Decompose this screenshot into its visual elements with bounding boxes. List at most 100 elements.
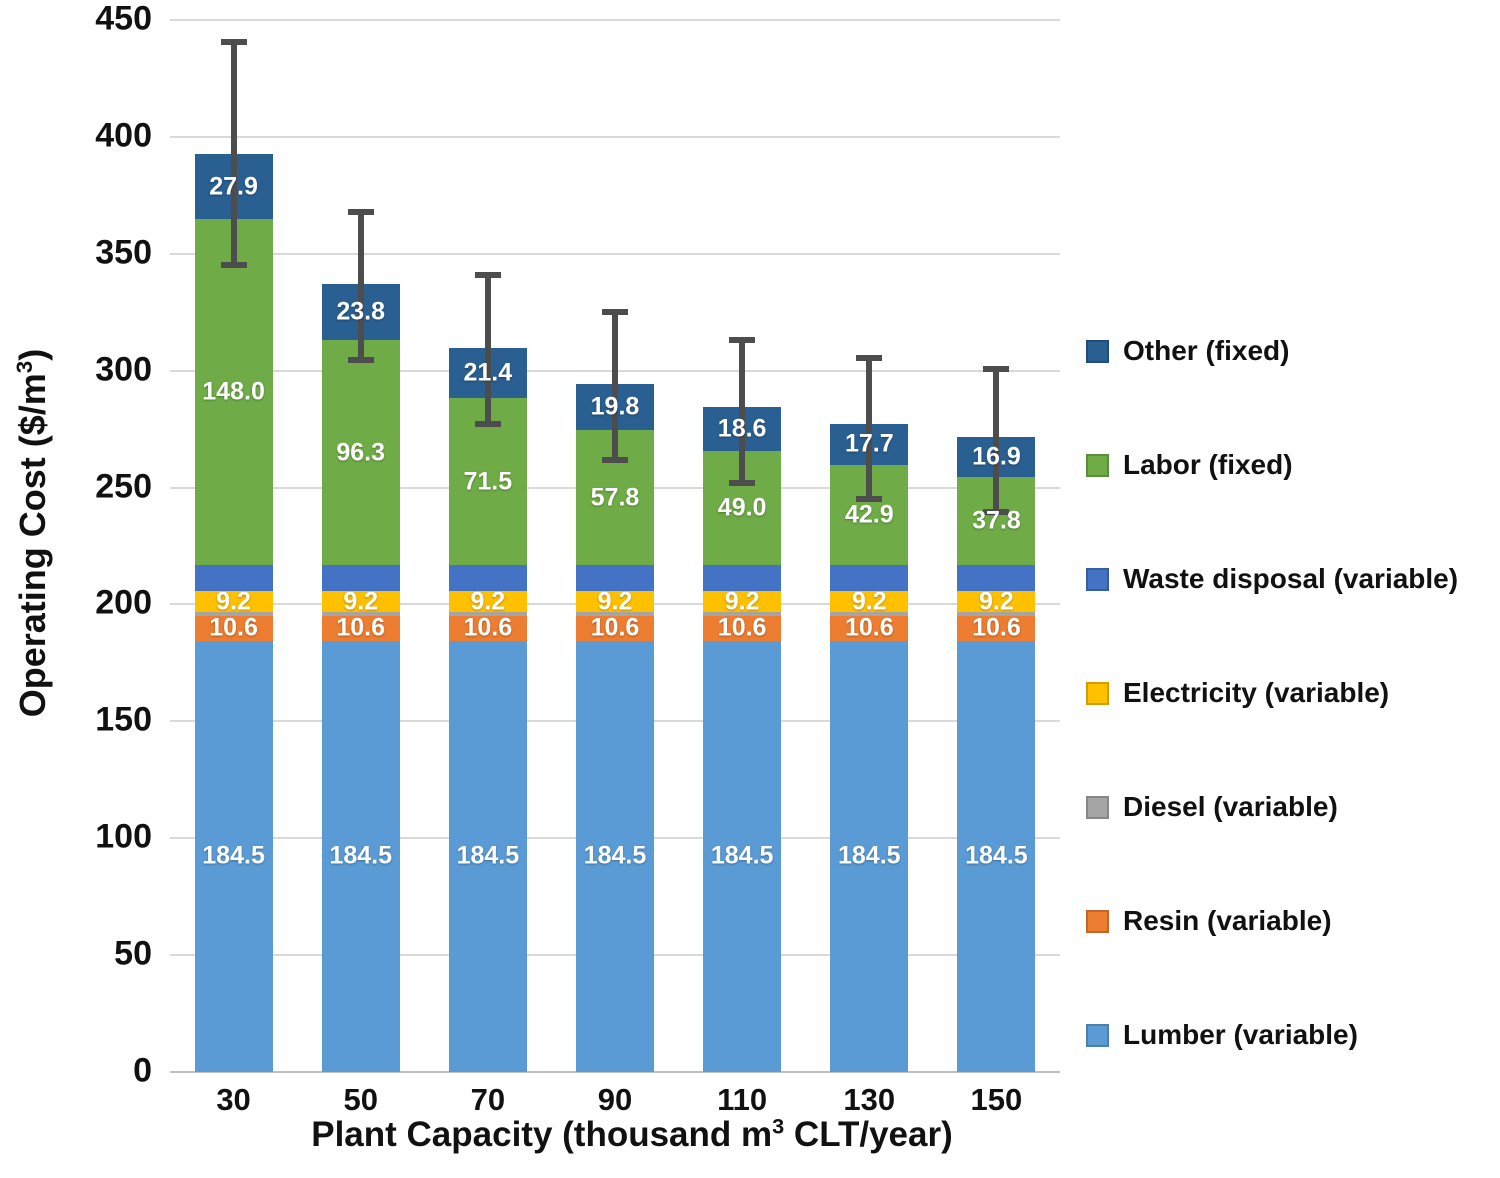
bar-segment-value-label: 10.6 — [717, 613, 767, 642]
y-tick-label: 150 — [95, 701, 152, 740]
bar-segment — [957, 565, 1036, 591]
bar-segment — [321, 565, 400, 591]
bar-segment — [830, 565, 909, 591]
bar-segment — [703, 612, 782, 616]
error-bar-line — [739, 340, 746, 483]
x-axis-title: Plant Capacity (thousand m3 CLT/year) — [311, 1115, 953, 1155]
legend-swatch-icon — [1086, 909, 1109, 933]
legend-label: Lumber (variable) — [1123, 1019, 1358, 1050]
bar-segment-value-label: 10.6 — [844, 613, 894, 642]
x-tick-label: 90 — [597, 1082, 633, 1117]
error-bar-cap-bottom — [474, 421, 501, 428]
y-tick-label: 300 — [95, 350, 152, 389]
legend-label: Waste disposal (variable) — [1123, 563, 1459, 594]
gridline — [170, 135, 1060, 138]
y-tick-label: 50 — [114, 934, 152, 973]
legend-swatch-icon — [1086, 339, 1109, 363]
legend-item: Diesel (variable) — [1086, 791, 1338, 823]
bar-segment-value-label: 27.9 — [209, 172, 258, 201]
bar-segment — [321, 340, 400, 566]
bar-segment-value-label: 9.2 — [343, 587, 379, 616]
bar-segment-value-label: 96.3 — [336, 438, 386, 467]
bar-segment — [957, 640, 1036, 1072]
bar-segment — [194, 565, 273, 591]
error-bar-line — [993, 369, 1000, 513]
bar-segment — [957, 612, 1036, 616]
error-bar-cap-bottom — [729, 479, 756, 486]
bar-segment — [830, 640, 909, 1072]
x-tick-label: 30 — [216, 1082, 251, 1117]
gridline — [170, 1071, 1060, 1073]
error-bar-cap-top — [220, 39, 247, 46]
bar-segment-value-label: 148.0 — [202, 377, 265, 406]
bar-segment — [194, 590, 273, 613]
bar-segment-value-label: 10.6 — [590, 613, 640, 642]
x-tick-label: 110 — [717, 1082, 768, 1117]
bar-segment-value-label: 18.6 — [717, 414, 767, 443]
error-bar-cap-bottom — [856, 496, 883, 503]
error-bar-line — [866, 357, 873, 500]
bar-segment-value-label: 9.2 — [470, 587, 506, 616]
bar-segment-value-label: 184.5 — [710, 841, 774, 870]
legend-swatch-icon — [1086, 681, 1109, 705]
y-tick-label: 100 — [95, 817, 152, 856]
bar-segment-value-label: 184.5 — [838, 841, 901, 870]
bar-segment — [703, 565, 782, 591]
bar-segment — [576, 640, 654, 1072]
error-bar-cap-bottom — [347, 357, 374, 364]
bar-segment — [576, 590, 654, 613]
bar-segment-value-label: 184.5 — [965, 841, 1028, 870]
error-bar-cap-bottom — [602, 456, 628, 463]
y-tick-label: 0 — [133, 1051, 152, 1090]
bar-segment — [321, 612, 400, 616]
bar-segment-value-label: 49.0 — [717, 493, 767, 522]
bar-segment-value-label: 10.6 — [336, 613, 386, 642]
error-bar-cap-top — [983, 366, 1010, 373]
x-tick-label: 130 — [843, 1082, 896, 1117]
x-axis-title-superscript: 3 — [772, 1113, 785, 1139]
legend-label: Resin (variable) — [1123, 905, 1332, 936]
bar-segment-value-label: 9.2 — [851, 587, 887, 616]
bar-segment — [321, 640, 400, 1072]
bar-segment — [830, 612, 909, 616]
bar-segment — [194, 640, 273, 1072]
bar-segment-value-label: 10.6 — [972, 613, 1021, 642]
legend-label: Labor (fixed) — [1123, 449, 1293, 480]
error-bar-line — [357, 211, 364, 361]
legend-item: Waste disposal (variable) — [1086, 563, 1458, 595]
error-bar-cap-top — [729, 337, 756, 344]
bar-segment-value-label: 9.2 — [979, 587, 1014, 616]
x-tick-label: 50 — [343, 1082, 378, 1117]
bar-segment — [448, 612, 527, 616]
legend-swatch-icon — [1086, 567, 1109, 591]
bar-segment — [321, 590, 400, 613]
legend-swatch-icon — [1086, 795, 1109, 819]
bar-segment-value-label: 23.8 — [336, 297, 386, 326]
x-axis-title-text: Plant Capacity (thousand m — [311, 1115, 773, 1154]
bar-segment-value-label: 9.2 — [216, 587, 251, 616]
legend-item: Labor (fixed) — [1086, 449, 1293, 481]
error-bar-cap-top — [474, 271, 501, 278]
legend-swatch-icon — [1086, 453, 1109, 477]
bar-segment — [703, 615, 782, 641]
bar-segment-value-label: 21.4 — [463, 358, 513, 387]
bar-segment-value-label: 184.5 — [583, 841, 647, 870]
bar-segment-value-label: 42.9 — [844, 500, 894, 529]
bar-segment — [448, 590, 527, 613]
bar-segment — [194, 615, 273, 641]
legend-item: Resin (variable) — [1086, 905, 1332, 937]
bar-segment — [576, 565, 654, 591]
legend-item: Other (fixed) — [1086, 335, 1289, 367]
bar-segment-value-label: 19.8 — [590, 392, 640, 421]
y-tick-label: 400 — [95, 116, 152, 155]
legend-swatch-icon — [1086, 1023, 1109, 1047]
bar-segment — [957, 615, 1036, 641]
bar-segment-value-label: 184.5 — [456, 841, 520, 870]
bar-segment-value-label: 16.9 — [972, 442, 1021, 471]
bar-segment — [448, 615, 527, 641]
error-bar-cap-top — [602, 309, 628, 316]
y-tick-label: 200 — [95, 584, 152, 623]
bar-segment — [957, 590, 1036, 613]
y-tick-label: 450 — [95, 0, 152, 38]
